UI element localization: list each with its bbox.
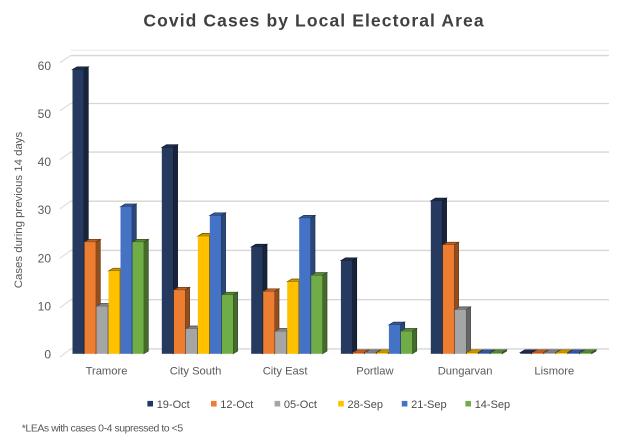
svg-text:30: 30: [38, 203, 52, 217]
svg-text:City South: City South: [170, 366, 222, 378]
svg-text:12-Oct: 12-Oct: [220, 399, 253, 411]
svg-text:Lismore: Lismore: [534, 366, 574, 378]
svg-text:Cases during previous 14 days: Cases during previous 14 days: [13, 132, 25, 289]
svg-text:60: 60: [38, 59, 52, 73]
svg-text:50: 50: [38, 107, 52, 121]
svg-text:20: 20: [38, 251, 52, 265]
svg-text:19-Oct: 19-Oct: [157, 399, 190, 411]
svg-text:City East: City East: [263, 366, 309, 378]
svg-text:28-Sep: 28-Sep: [348, 399, 383, 411]
svg-text:Dungarvan: Dungarvan: [438, 366, 493, 378]
svg-text:Covid Cases by Local Electoral: Covid Cases by Local Electoral Area: [143, 11, 484, 31]
svg-text:Tramore: Tramore: [86, 366, 128, 378]
svg-text:Portlaw: Portlaw: [356, 366, 394, 378]
svg-text:21-Sep: 21-Sep: [411, 399, 446, 411]
svg-text:0: 0: [44, 347, 51, 361]
svg-text:10: 10: [38, 299, 52, 313]
svg-text:14-Sep: 14-Sep: [475, 399, 510, 411]
svg-text:*LEAs with cases 0-4 supressed: *LEAs with cases 0-4 supressed to <5: [22, 423, 184, 435]
svg-text:05-Oct: 05-Oct: [284, 399, 317, 411]
svg-text:40: 40: [38, 155, 52, 169]
